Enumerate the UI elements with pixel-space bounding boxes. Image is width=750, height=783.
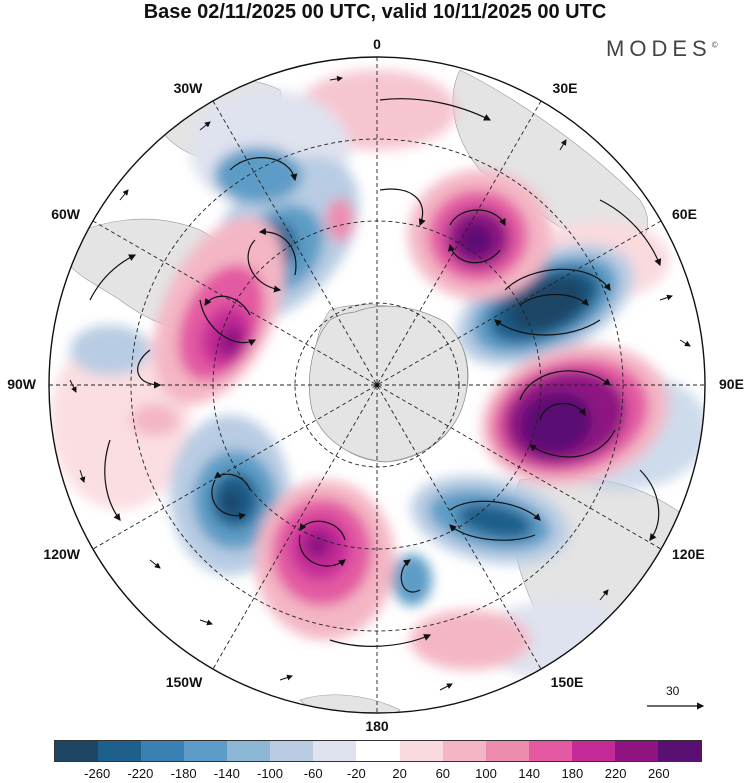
colorbar-tick-label: -20 <box>346 766 366 781</box>
wind-streamlines <box>89 98 662 647</box>
colorbar-tick-label: 20 <box>392 766 407 781</box>
colorbar-tick-label: 260 <box>647 766 670 781</box>
colorbar-swatch <box>614 741 658 761</box>
lon-label-60e: 60E <box>672 206 697 222</box>
lon-label-30w: 30W <box>173 80 203 96</box>
colorbar-swatch <box>399 741 443 761</box>
graticule <box>49 57 705 713</box>
colorbar-swatch <box>528 741 572 761</box>
colorbar-tick-label: -220 <box>127 766 154 781</box>
colorbar-tick-label: -100 <box>256 766 284 781</box>
colorbar-tick-label: 180 <box>561 766 584 781</box>
colorbar-swatch <box>184 741 228 761</box>
colorbar-tick-label: 220 <box>604 766 627 781</box>
colorbar-tick-label: -180 <box>170 766 197 781</box>
lon-label-90w: 90W <box>7 376 36 392</box>
lon-label-120w: 120W <box>43 546 80 562</box>
lon-label-150w: 150W <box>165 674 203 690</box>
lon-label-0: 0 <box>373 36 381 52</box>
colorbar-ticks: -260 -220 -180 -140 -100 -60 -20 20 60 100 140 180 2… <box>0 766 750 782</box>
colorbar-swatch <box>270 741 314 761</box>
colorbar-swatch <box>227 741 271 761</box>
lon-label-150e: 150E <box>550 674 584 690</box>
colorbar-tick-label: 60 <box>435 766 451 781</box>
antarctica <box>309 305 468 463</box>
modes-logo: MODES© <box>606 36 718 61</box>
lon-label-30e: 30E <box>552 80 578 96</box>
south-pole-marker <box>375 383 379 387</box>
lon-label-60w: 60W <box>51 206 80 222</box>
wind-vectors <box>69 75 691 691</box>
colorbar-swatch <box>442 741 486 761</box>
colorbar-swatch <box>657 741 701 761</box>
colorbar-tick-label: 100 <box>475 766 497 781</box>
anomaly-shading <box>50 70 705 680</box>
colorbar-tick-label: -140 <box>213 766 240 781</box>
lon-label-90e: 90E <box>719 376 744 392</box>
colorbar <box>54 740 702 762</box>
reference-vector-label: 30 <box>666 684 680 698</box>
colorbar-tick-label: 140 <box>518 766 541 781</box>
colorbar-swatch <box>485 741 529 761</box>
map-boundary <box>48 56 706 714</box>
colorbar-swatch <box>98 741 142 761</box>
colorbar-swatch <box>141 741 185 761</box>
lon-label-120e: 120E <box>672 546 705 562</box>
colorbar-tick-label: -60 <box>303 766 323 781</box>
map-title: Base 02/11/2025 00 UTC, valid 10/11/2025… <box>143 1 607 23</box>
lon-label-180: 180 <box>365 718 389 734</box>
colorbar-swatch <box>313 741 357 761</box>
colorbar-swatch <box>571 741 615 761</box>
colorbar-tick-label: -260 <box>84 766 111 781</box>
colorbar-swatch <box>55 741 99 761</box>
colorbar-swatch <box>356 741 400 761</box>
